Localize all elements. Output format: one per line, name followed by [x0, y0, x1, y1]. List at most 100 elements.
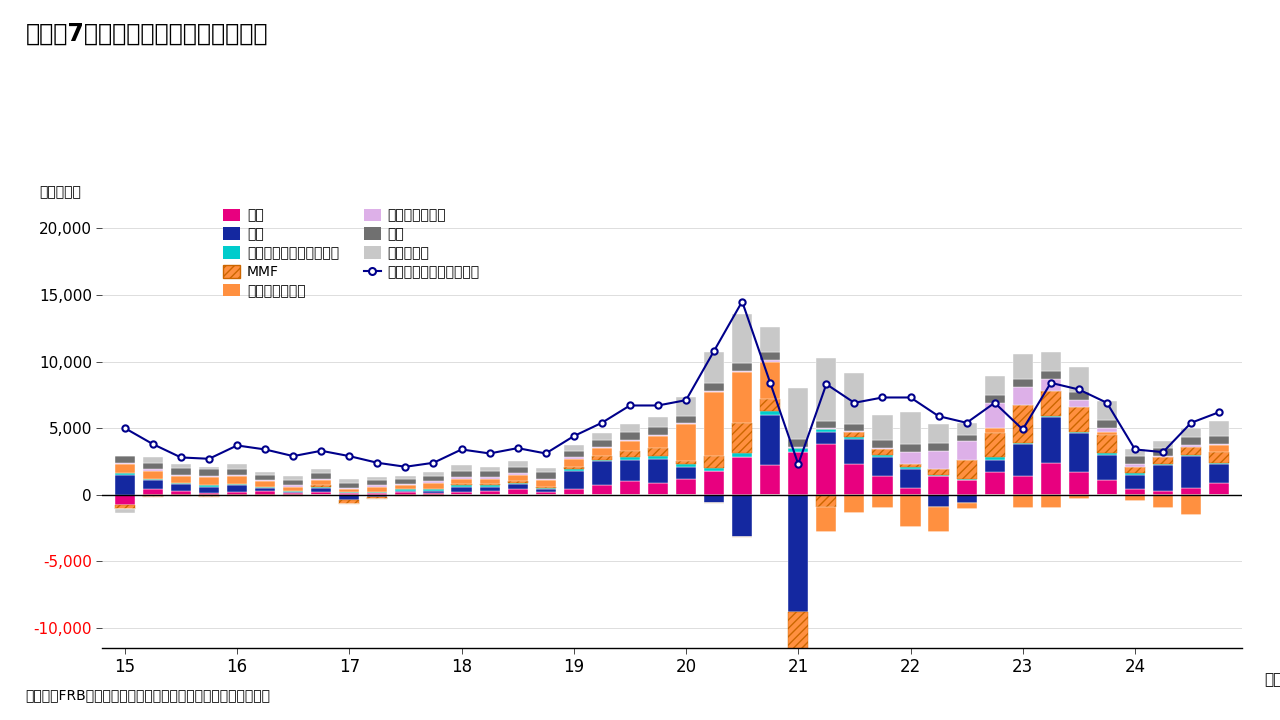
Bar [1181, 446, 1201, 447]
Bar [339, 493, 360, 495]
Bar [676, 423, 696, 424]
Bar [873, 455, 892, 457]
Bar [845, 431, 864, 432]
Bar [788, 388, 809, 438]
Bar [620, 451, 640, 457]
Bar [1210, 463, 1229, 464]
Bar [620, 432, 640, 440]
Bar [984, 428, 1005, 433]
Bar [732, 495, 753, 537]
Bar [227, 495, 247, 496]
Bar [535, 492, 556, 495]
Bar [760, 411, 781, 415]
Bar [227, 469, 247, 474]
Bar [255, 495, 275, 496]
Bar [508, 483, 527, 484]
Bar [170, 491, 191, 495]
Bar [143, 490, 163, 495]
Bar [143, 479, 163, 480]
Bar [1069, 472, 1089, 495]
Bar [1153, 495, 1174, 508]
Bar [928, 476, 948, 495]
Bar [704, 456, 724, 468]
Bar [956, 423, 977, 435]
Bar [648, 427, 668, 435]
Bar [480, 471, 499, 477]
Bar [311, 474, 332, 479]
Bar [452, 487, 471, 492]
Bar [732, 454, 753, 457]
Bar [535, 468, 556, 472]
Bar [563, 469, 584, 471]
Bar [1125, 467, 1146, 474]
Bar [928, 495, 948, 507]
Bar [311, 479, 332, 480]
Bar [396, 491, 416, 492]
Bar [788, 495, 809, 612]
Bar [1012, 405, 1033, 443]
Bar [956, 495, 977, 503]
Bar [1210, 444, 1229, 446]
Bar [563, 471, 584, 490]
Bar [1210, 464, 1229, 483]
Bar [396, 492, 416, 495]
Bar [620, 441, 640, 451]
Bar [845, 432, 864, 438]
Bar [311, 487, 332, 488]
Bar [283, 485, 303, 487]
Bar [452, 492, 471, 495]
Bar [198, 495, 219, 498]
Bar [198, 493, 219, 495]
Bar [115, 464, 134, 474]
Bar [648, 448, 668, 456]
Bar [1012, 387, 1033, 405]
Bar [396, 495, 416, 496]
Bar [591, 485, 612, 495]
Bar [1012, 379, 1033, 387]
Bar [170, 468, 191, 474]
Bar [563, 457, 584, 459]
Bar [1097, 402, 1117, 420]
Bar [676, 467, 696, 479]
Bar [563, 446, 584, 451]
Bar [648, 456, 668, 459]
Bar [1153, 441, 1174, 448]
Bar [115, 456, 134, 463]
Bar [1012, 495, 1033, 508]
Bar [311, 492, 332, 495]
Bar [508, 490, 527, 495]
Bar [339, 490, 360, 492]
Bar [227, 476, 247, 484]
Bar [563, 490, 584, 495]
Bar [591, 447, 612, 448]
Bar [396, 479, 416, 484]
Bar [1097, 435, 1117, 454]
Bar [198, 477, 219, 485]
Bar [873, 415, 892, 440]
Legend: 株式, 債券, ミューチュアルファンド, MMF, 現金・当座預金, 定期・貯蓄預金, 年金, その他資産, ネット金融資産買入れ額: 株式, 債券, ミューチュアルファンド, MMF, 現金・当座預金, 定期・貯蓄… [223, 209, 480, 298]
Bar [563, 451, 584, 457]
Bar [283, 487, 303, 491]
Text: （図表7）米国家計による投資フロー: （図表7）米国家計による投資フロー [26, 22, 268, 45]
Bar [1125, 456, 1146, 464]
Bar [1012, 354, 1033, 379]
Bar [143, 469, 163, 471]
Bar [788, 438, 809, 447]
Bar [817, 507, 836, 532]
Bar [817, 429, 836, 432]
Bar [255, 480, 275, 482]
Bar [255, 472, 275, 474]
Bar [283, 495, 303, 496]
Bar [283, 476, 303, 480]
Bar [984, 457, 1005, 460]
Bar [1210, 446, 1229, 452]
Bar [198, 476, 219, 477]
Bar [648, 459, 668, 483]
Bar [1210, 483, 1229, 495]
Bar [704, 392, 724, 456]
Bar [732, 363, 753, 371]
Bar [396, 490, 416, 491]
Bar [732, 313, 753, 363]
Bar [732, 372, 753, 423]
Bar [620, 424, 640, 432]
